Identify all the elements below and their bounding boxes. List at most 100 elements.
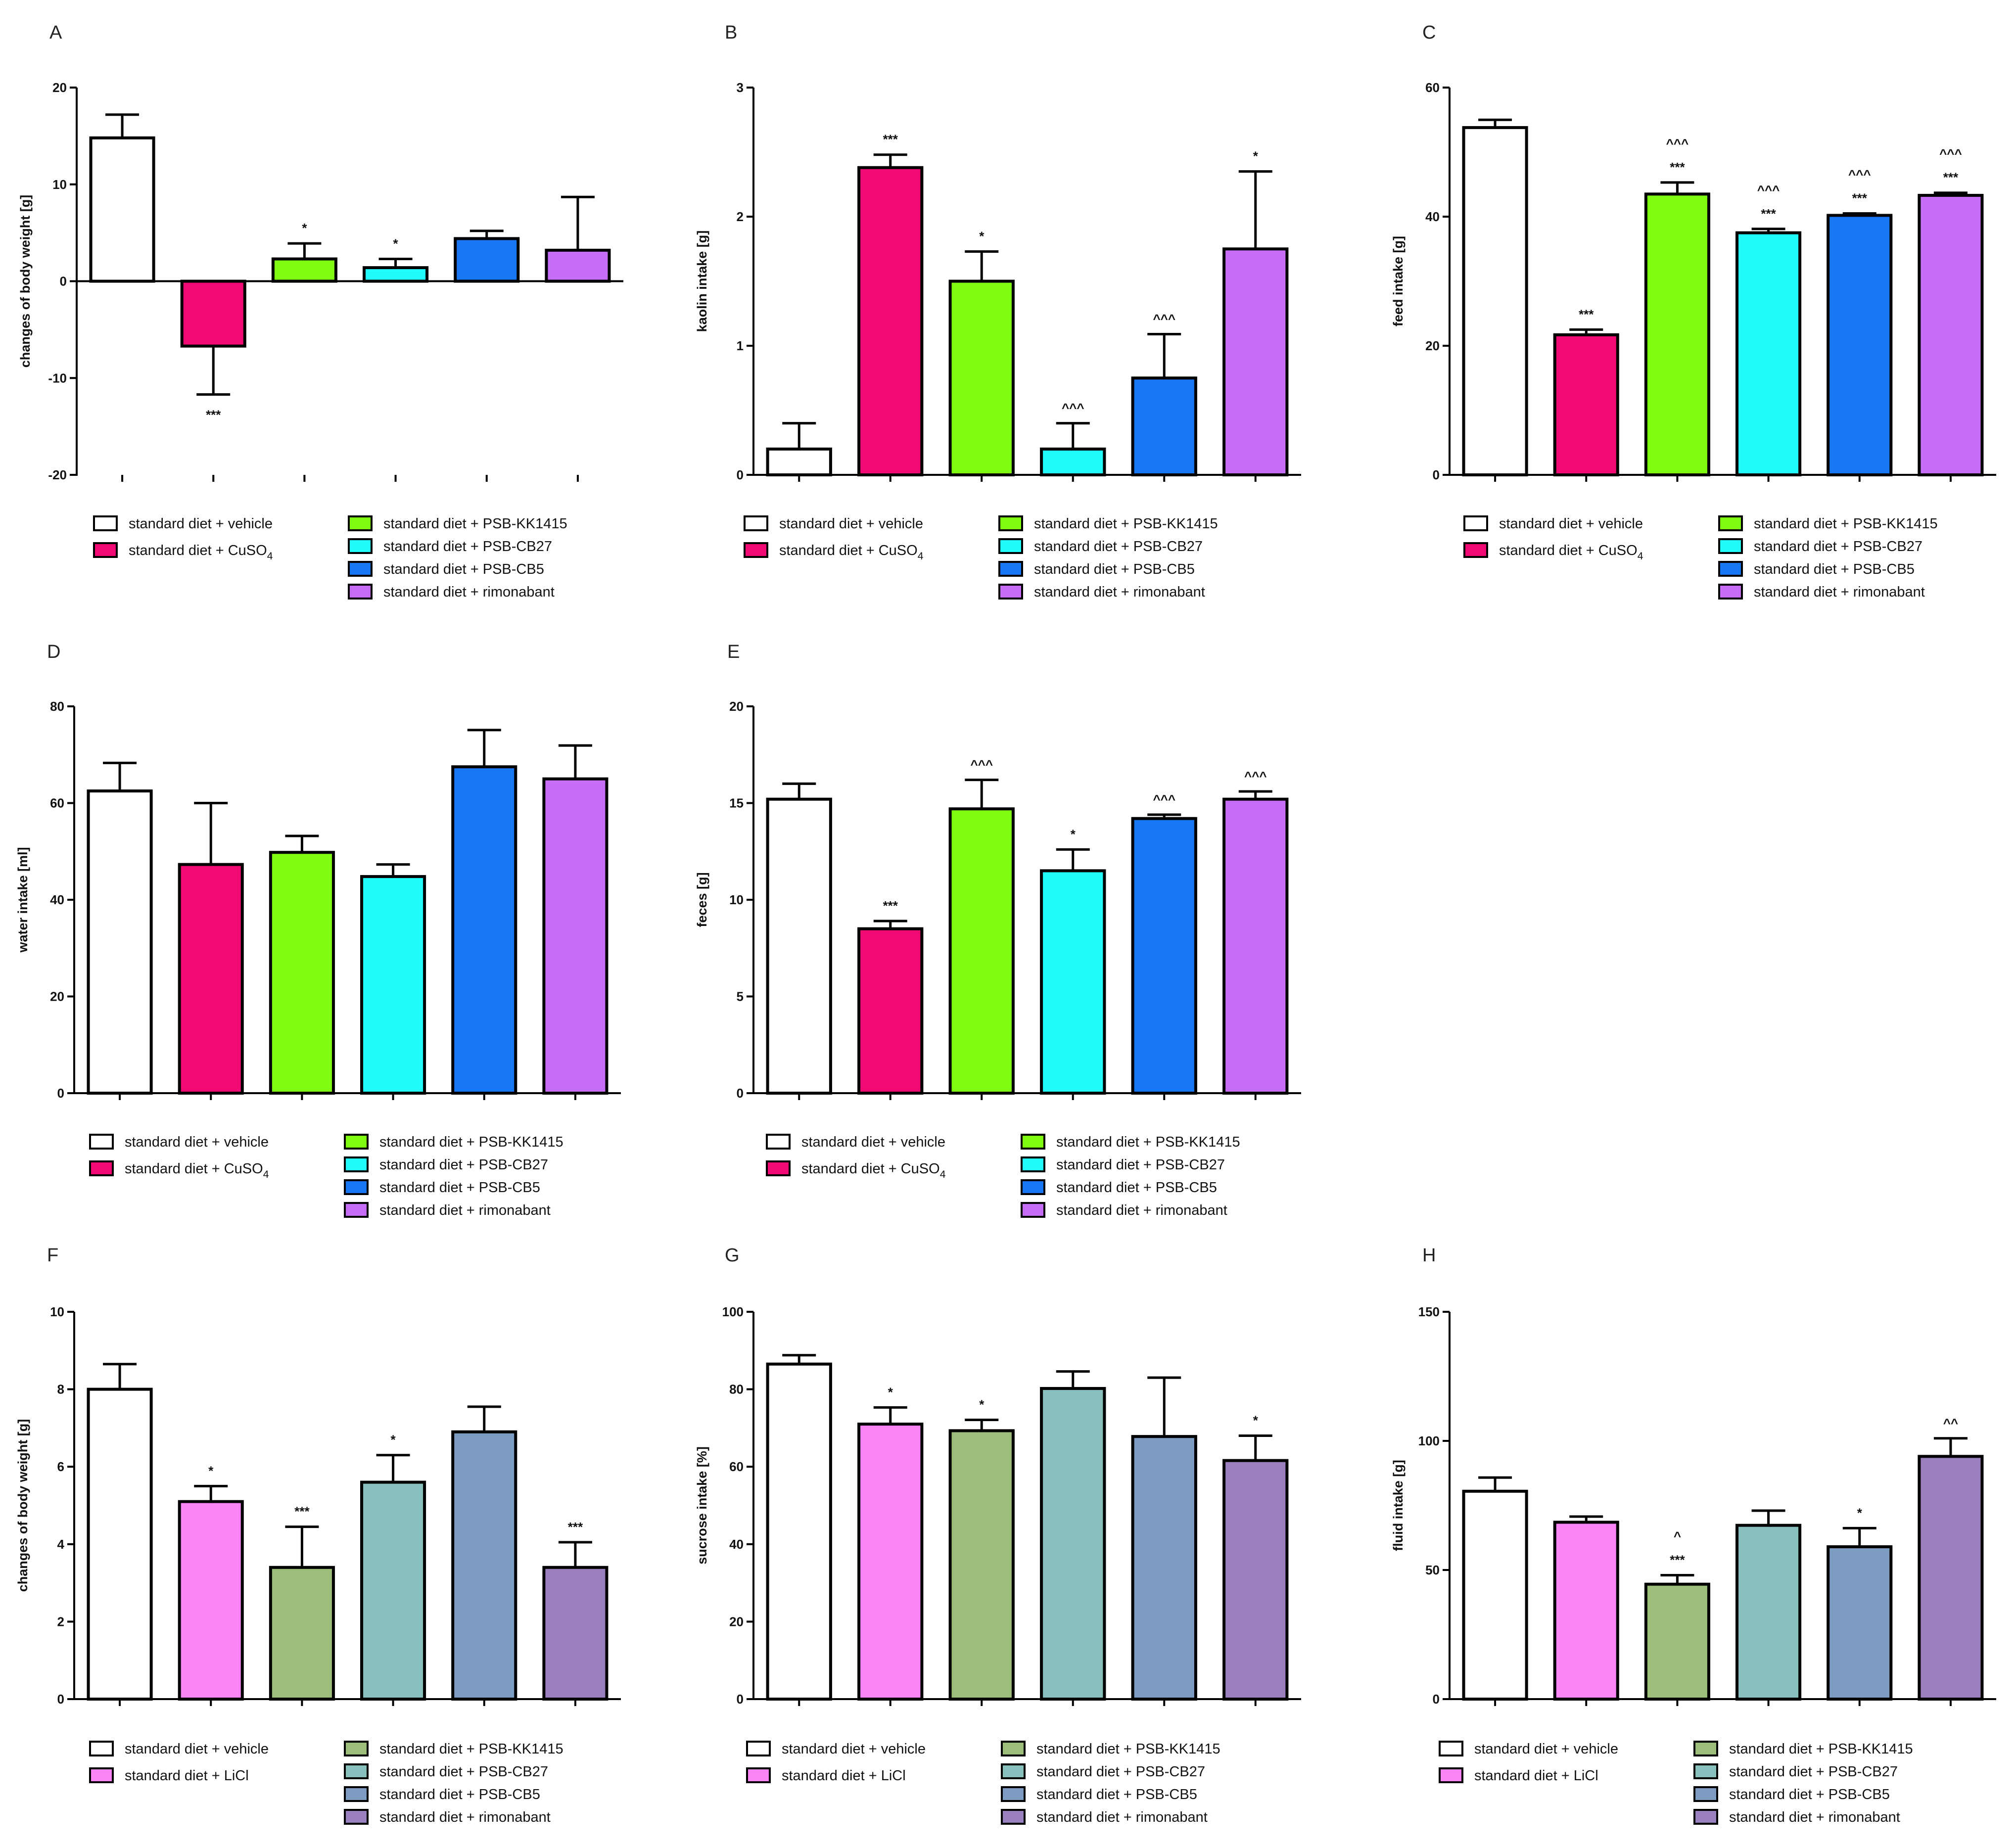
legend-swatch: [90, 1135, 113, 1149]
panel-letter: B: [725, 22, 737, 43]
y-axis-title: changes of body weight [g]: [18, 195, 33, 368]
legend-swatch: [1719, 539, 1742, 553]
legend-swatch: [1464, 516, 1487, 530]
y-tick-label: 6: [57, 1459, 64, 1474]
legend-swatch: [1022, 1157, 1044, 1171]
significance-marker: ***: [883, 132, 898, 147]
panel-letter: D: [47, 642, 60, 662]
significance-marker: *: [888, 1385, 893, 1399]
legend-swatch: [94, 543, 117, 557]
y-tick-label: 100: [722, 1304, 744, 1319]
y-tick-label: -20: [48, 467, 67, 482]
legend-label: standard diet + vehicle: [129, 516, 273, 532]
significance-marker: ***: [1579, 307, 1594, 322]
significance-marker: *: [391, 1432, 396, 1447]
legend-swatch: [1002, 1810, 1025, 1824]
y-tick-label: 0: [57, 1086, 64, 1101]
y-tick-label: 3: [737, 80, 744, 95]
legend-swatch: [1002, 1787, 1025, 1801]
significance-marker: ^^^: [1153, 312, 1175, 326]
panel-letter: E: [727, 642, 740, 662]
significance-marker: ^^^: [1757, 183, 1780, 197]
bar: [180, 865, 242, 1093]
y-axis-title: changes of body weight [g]: [15, 1419, 30, 1592]
legend-label: standard diet + PSB-CB27: [1056, 1157, 1225, 1173]
bar: [768, 1364, 831, 1699]
y-tick-label: 10: [729, 892, 744, 907]
y-axis-title: feed intake [g]: [1391, 236, 1406, 326]
y-tick-label: 0: [1433, 1692, 1440, 1707]
bar: [1828, 215, 1891, 475]
legend-swatch: [1694, 1764, 1717, 1778]
legend-label: standard diet + vehicle: [1499, 516, 1643, 532]
legend-swatch: [1022, 1203, 1044, 1217]
legend-label: standard diet + PSB-KK1415: [379, 1134, 563, 1150]
bar: [950, 281, 1013, 475]
significance-marker: ***: [206, 408, 221, 422]
significance-marker: ^^^: [1153, 792, 1175, 807]
legend-swatch: [345, 1203, 368, 1217]
bar: [950, 1431, 1013, 1699]
significance-marker: ***: [1670, 1552, 1685, 1567]
legend-label: standard diet + PSB-KK1415: [383, 516, 567, 532]
legend-swatch: [745, 516, 767, 530]
bar: [455, 238, 518, 281]
legend-label: standard diet + PSB-CB5: [1754, 561, 1915, 577]
legend-label: standard diet + vehicle: [125, 1134, 269, 1150]
significance-marker: *: [1253, 1413, 1259, 1428]
legend-label: standard diet + PSB-CB27: [379, 1157, 548, 1173]
legend-label: standard diet + PSB-KK1415: [1056, 1134, 1240, 1150]
bar: [182, 281, 245, 346]
legend-swatch: [1440, 1742, 1462, 1755]
legend-swatch: [999, 516, 1022, 530]
significance-marker: ^^^: [1939, 146, 1962, 161]
legend-swatch: [345, 1764, 368, 1778]
legend-swatch: [747, 1742, 770, 1755]
bar: [89, 791, 151, 1093]
legend-swatch: [1002, 1764, 1025, 1778]
bar: [1737, 1525, 1800, 1699]
significance-marker: ***: [568, 1520, 583, 1534]
legend-swatch: [345, 1180, 368, 1194]
legend-subscript: 4: [267, 551, 273, 562]
y-tick-label: 15: [729, 796, 744, 811]
bar: [546, 250, 609, 281]
y-tick-label: 0: [57, 1692, 64, 1707]
panel-g: G 0 20 40 60 80 100 sucrose intake [%] * * * standa…: [695, 1245, 1301, 1825]
legend-swatch: [999, 585, 1022, 599]
bar: [1555, 335, 1618, 475]
legend-label: standard diet + CuSO4: [1499, 543, 1643, 562]
legend-label: standard diet + LiCl: [782, 1768, 906, 1784]
significance-marker: ^^^: [1062, 401, 1084, 416]
y-tick-label: 0: [737, 1692, 744, 1707]
y-axis-title: kaolin intake [g]: [695, 231, 709, 332]
legend-label: standard diet + rimonabant: [383, 584, 555, 600]
legend-label: standard diet + vehicle: [801, 1134, 945, 1150]
significance-marker: ***: [1943, 170, 1959, 185]
significance-marker: ^^^: [1244, 769, 1267, 784]
significance-marker: ^^^: [1848, 167, 1871, 182]
y-tick-label: 2: [57, 1614, 64, 1629]
y-tick-label: 20: [52, 80, 67, 95]
panel-letter: H: [1422, 1245, 1436, 1266]
legend-swatch: [767, 1135, 790, 1149]
y-tick-label: 20: [729, 699, 744, 714]
y-tick-label: 0: [60, 274, 67, 289]
legend-swatch: [345, 1787, 368, 1801]
significance-marker: ***: [1670, 160, 1685, 175]
legend-swatch: [90, 1161, 113, 1175]
bar: [89, 1389, 151, 1699]
y-tick-label: 1: [737, 338, 744, 353]
legend-subscript: 4: [1638, 551, 1643, 562]
panel-e: E 0 5 10 15 20 feces [g] *** ^^^ * ^^^ ^^^ standard …: [695, 642, 1301, 1218]
legend-label: standard diet + PSB-CB5: [1036, 1787, 1197, 1802]
bar: [544, 1568, 607, 1699]
bar: [1224, 799, 1287, 1093]
bar: [1464, 128, 1527, 475]
bar: [453, 767, 516, 1093]
legend-label: standard diet + PSB-CB5: [379, 1787, 540, 1802]
legend-label: standard diet + PSB-KK1415: [1754, 516, 1938, 532]
legend-swatch: [1694, 1787, 1717, 1801]
